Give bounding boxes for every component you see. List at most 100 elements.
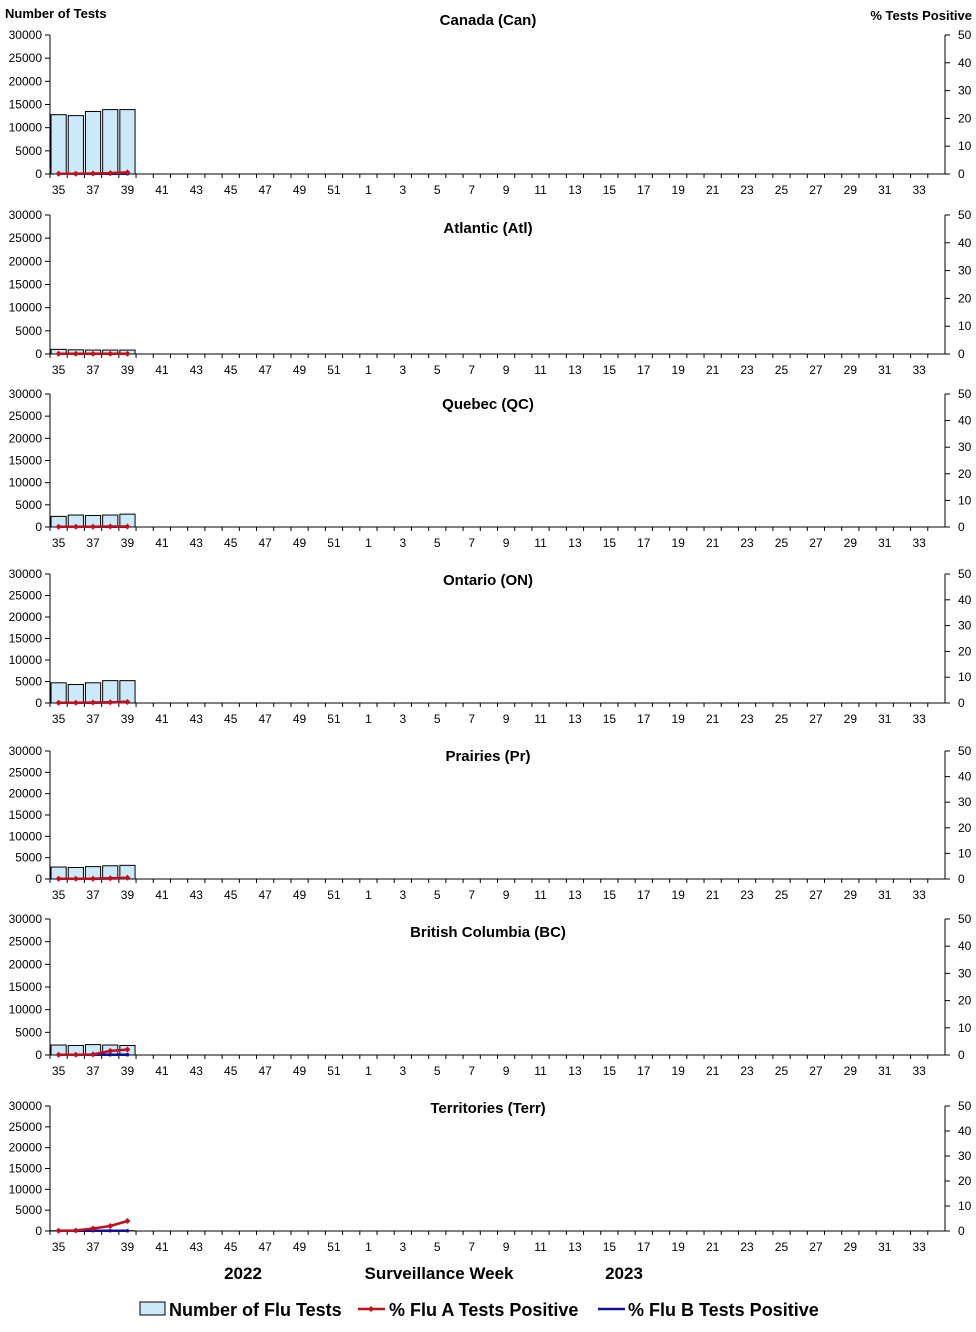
x-tick-label: 1 xyxy=(365,1064,372,1078)
y-right-tick-label: 30 xyxy=(958,619,972,633)
y-right-tick-label: 50 xyxy=(958,208,972,222)
x-tick-label: 21 xyxy=(706,888,720,902)
legend-flu-b-label: % Flu B Tests Positive xyxy=(628,1300,819,1320)
x-tick-label: 5 xyxy=(434,183,441,197)
x-tick-label: 15 xyxy=(603,183,617,197)
y-left-tick-label: 0 xyxy=(35,1224,42,1238)
y-right-tick-label: 10 xyxy=(958,670,972,684)
x-tick-label: 39 xyxy=(121,1240,135,1254)
flu-a-point xyxy=(90,523,97,530)
y-right-tick-label: 0 xyxy=(958,1224,965,1238)
y-left-tick-label: 30000 xyxy=(9,28,43,42)
y-right-tick-label: 30 xyxy=(958,440,972,454)
x-tick-label: 5 xyxy=(434,888,441,902)
year-label-2022: 2022 xyxy=(224,1264,262,1283)
flu-a-point xyxy=(90,350,97,357)
x-tick-label: 45 xyxy=(224,536,238,550)
flu-a-point xyxy=(107,1223,114,1229)
x-tick-label: 25 xyxy=(775,183,789,197)
bar-number-of-tests xyxy=(50,114,67,175)
y-right-tick-label: 40 xyxy=(958,593,972,607)
y-left-tick-label: 25000 xyxy=(9,231,43,245)
flu-a-point xyxy=(55,1227,62,1234)
flu-a-point xyxy=(124,1218,131,1224)
x-tick-label: 11 xyxy=(534,1240,547,1254)
x-tick-label: 27 xyxy=(809,183,823,197)
x-tick-label: 9 xyxy=(503,712,510,726)
flu-a-point xyxy=(72,875,79,882)
x-tick-label: 5 xyxy=(434,1064,441,1078)
x-tick-label: 1 xyxy=(365,363,372,377)
x-tick-label: 41 xyxy=(155,1240,169,1254)
x-tick-label: 1 xyxy=(365,183,372,197)
y-right-tick-label: 20 xyxy=(958,111,972,125)
x-tick-label: 3 xyxy=(399,536,406,550)
x-tick-label: 17 xyxy=(637,536,651,550)
y-left-tick-label: 10000 xyxy=(9,1182,43,1196)
y-right-tick-label: 0 xyxy=(958,167,965,181)
y-left-tick-label: 10000 xyxy=(9,476,43,490)
x-tick-label: 45 xyxy=(224,183,238,197)
x-tick-label: 21 xyxy=(706,712,720,726)
x-tick-label: 5 xyxy=(434,712,441,726)
x-tick-label: 11 xyxy=(534,363,547,377)
x-tick-label: 35 xyxy=(52,888,66,902)
y-right-tick-label: 50 xyxy=(958,567,972,581)
x-tick-label: 13 xyxy=(568,888,582,902)
y-right-tick-label: 10 xyxy=(958,1021,972,1035)
x-tick-label: 37 xyxy=(86,183,100,197)
flu-a-point xyxy=(124,698,131,705)
x-tick-label: 39 xyxy=(121,1064,135,1078)
x-tick-label: 31 xyxy=(878,888,892,902)
flu-b-point xyxy=(108,1228,113,1233)
x-tick-label: 11 xyxy=(534,712,547,726)
panel-title: British Columbia (BC) xyxy=(410,924,566,941)
flu-a-point xyxy=(72,350,79,357)
x-tick-label: 29 xyxy=(844,1240,858,1254)
left-axis-title: Number of Tests xyxy=(5,6,107,21)
x-tick-label: 37 xyxy=(86,363,100,377)
x-tick-label: 49 xyxy=(293,183,307,197)
x-tick-label: 27 xyxy=(809,536,823,550)
y-right-tick-label: 40 xyxy=(958,939,972,953)
flu-a-point xyxy=(90,170,97,177)
y-left-tick-label: 0 xyxy=(35,520,42,534)
legend-bar-swatch xyxy=(139,1301,166,1316)
year-label-2023: 2023 xyxy=(605,1264,643,1283)
x-tick-label: 35 xyxy=(52,712,66,726)
x-tick-label: 7 xyxy=(468,712,475,726)
flu-a-point xyxy=(107,875,114,882)
y-right-tick-label: 20 xyxy=(958,821,972,835)
y-right-tick-label: 10 xyxy=(958,319,972,333)
x-tick-label: 3 xyxy=(399,888,406,902)
x-tick-label: 33 xyxy=(913,1240,927,1254)
flu-b-point xyxy=(125,1052,130,1057)
x-tick-label: 41 xyxy=(155,712,169,726)
y-left-tick-label: 25000 xyxy=(9,409,43,423)
y-right-tick-label: 30 xyxy=(958,795,972,809)
flu-a-point xyxy=(72,1227,79,1234)
x-tick-label: 13 xyxy=(568,363,582,377)
y-right-tick-label: 40 xyxy=(958,236,972,250)
flu-a-point xyxy=(124,523,131,530)
flu-a-point xyxy=(55,170,62,177)
x-tick-label: 31 xyxy=(878,536,892,550)
x-tick-label: 43 xyxy=(190,536,204,550)
y-left-tick-label: 20000 xyxy=(9,254,43,268)
bar-number-of-tests xyxy=(84,110,102,175)
x-tick-label: 39 xyxy=(121,536,135,550)
flu-a-point xyxy=(124,874,131,881)
y-right-tick-label: 10 xyxy=(958,1199,972,1213)
x-tick-label: 31 xyxy=(878,1240,892,1254)
x-tick-label: 47 xyxy=(258,1240,272,1254)
panel-title: Ontario (ON) xyxy=(443,572,533,589)
y-left-tick-label: 5000 xyxy=(15,324,42,338)
y-left-tick-label: 20000 xyxy=(9,957,43,971)
x-tick-label: 25 xyxy=(775,888,789,902)
x-tick-label: 25 xyxy=(775,536,789,550)
x-axis-title: Surveillance Week xyxy=(365,1264,515,1283)
y-left-tick-label: 15000 xyxy=(9,632,43,646)
x-tick-label: 5 xyxy=(434,536,441,550)
x-tick-label: 41 xyxy=(155,183,169,197)
